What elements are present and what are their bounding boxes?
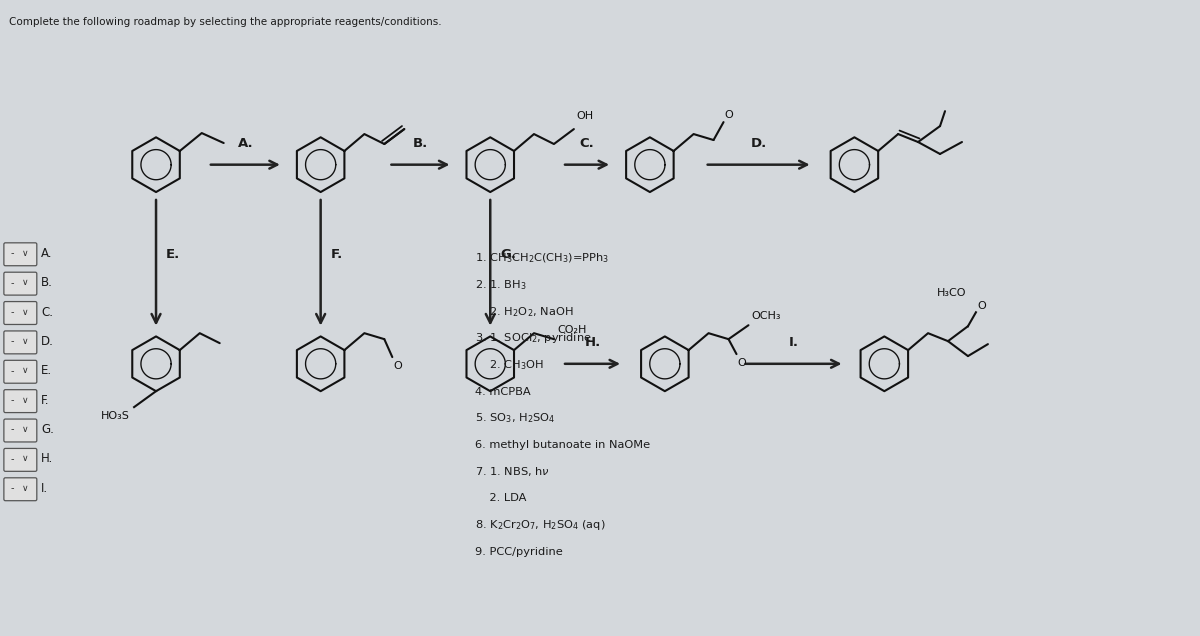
Text: ∨: ∨ xyxy=(22,308,29,317)
Text: 2. 1. BH$_3$: 2. 1. BH$_3$ xyxy=(475,278,527,292)
Text: ∨: ∨ xyxy=(22,425,29,434)
Text: G.: G. xyxy=(500,248,516,261)
Text: B.: B. xyxy=(413,137,428,149)
Text: I.: I. xyxy=(788,336,798,349)
Text: CO₂H: CO₂H xyxy=(557,325,587,335)
Text: HO₃S: HO₃S xyxy=(101,411,130,421)
Text: 5. SO$_3$, H$_2$SO$_4$: 5. SO$_3$, H$_2$SO$_4$ xyxy=(475,411,556,425)
Text: C.: C. xyxy=(41,305,53,319)
Text: ∨: ∨ xyxy=(22,366,29,375)
Text: ∨: ∨ xyxy=(22,484,29,493)
FancyBboxPatch shape xyxy=(4,478,37,501)
Text: -: - xyxy=(11,278,14,287)
Text: ∨: ∨ xyxy=(22,249,29,258)
Text: -: - xyxy=(11,248,14,258)
Text: 1. CH$_3$CH$_2$C(CH$_3$)=PPh$_3$: 1. CH$_3$CH$_2$C(CH$_3$)=PPh$_3$ xyxy=(475,251,610,265)
Text: 4. mCPBA: 4. mCPBA xyxy=(475,387,530,397)
Text: -: - xyxy=(11,483,14,494)
Text: H₃CO: H₃CO xyxy=(936,288,966,298)
Text: D.: D. xyxy=(750,137,767,149)
FancyBboxPatch shape xyxy=(4,331,37,354)
FancyBboxPatch shape xyxy=(4,390,37,413)
Text: O: O xyxy=(394,361,402,371)
Text: I.: I. xyxy=(41,481,48,495)
Text: -: - xyxy=(11,336,14,347)
Text: 2. LDA: 2. LDA xyxy=(475,494,527,504)
Text: B.: B. xyxy=(41,276,53,289)
Text: OCH₃: OCH₃ xyxy=(751,311,781,321)
Text: -: - xyxy=(11,307,14,317)
Text: E.: E. xyxy=(41,364,53,377)
Text: F.: F. xyxy=(331,248,343,261)
Text: H.: H. xyxy=(41,452,54,466)
FancyBboxPatch shape xyxy=(4,272,37,295)
Text: ∨: ∨ xyxy=(22,278,29,287)
Text: E.: E. xyxy=(166,248,180,261)
FancyBboxPatch shape xyxy=(4,361,37,384)
Text: -: - xyxy=(11,454,14,464)
FancyBboxPatch shape xyxy=(4,243,37,266)
Text: -: - xyxy=(11,366,14,376)
Text: A.: A. xyxy=(238,137,253,149)
Text: O: O xyxy=(977,301,985,311)
Text: F.: F. xyxy=(41,394,49,406)
Text: -: - xyxy=(11,395,14,405)
Text: A.: A. xyxy=(41,247,53,259)
FancyBboxPatch shape xyxy=(4,301,37,324)
Text: ∨: ∨ xyxy=(22,454,29,464)
Text: ∨: ∨ xyxy=(22,396,29,404)
Text: H.: H. xyxy=(584,336,601,349)
Text: 9. PCC/pyridine: 9. PCC/pyridine xyxy=(475,547,563,556)
Text: 6. methyl butanoate in NaOMe: 6. methyl butanoate in NaOMe xyxy=(475,440,650,450)
Text: Complete the following roadmap by selecting the appropriate reagents/conditions.: Complete the following roadmap by select… xyxy=(10,17,442,27)
FancyBboxPatch shape xyxy=(4,419,37,442)
Text: 7. 1. NBS, h$\nu$: 7. 1. NBS, h$\nu$ xyxy=(475,465,551,478)
FancyBboxPatch shape xyxy=(4,448,37,471)
Text: OH: OH xyxy=(577,111,594,121)
Text: 2. H$_2$O$_2$, NaOH: 2. H$_2$O$_2$, NaOH xyxy=(475,305,574,319)
Text: C.: C. xyxy=(580,137,594,149)
Text: O: O xyxy=(738,358,746,368)
Text: O: O xyxy=(725,110,733,120)
Text: 2. CH$_3$OH: 2. CH$_3$OH xyxy=(475,358,545,372)
Text: G.: G. xyxy=(41,423,54,436)
Text: -: - xyxy=(11,424,14,434)
Text: 3. 1. SOCl$_2$, pyridine: 3. 1. SOCl$_2$, pyridine xyxy=(475,331,592,345)
Text: ∨: ∨ xyxy=(22,337,29,346)
Text: D.: D. xyxy=(41,335,54,348)
Text: 8. K$_2$Cr$_2$O$_7$, H$_2$SO$_4$ (aq): 8. K$_2$Cr$_2$O$_7$, H$_2$SO$_4$ (aq) xyxy=(475,518,606,532)
